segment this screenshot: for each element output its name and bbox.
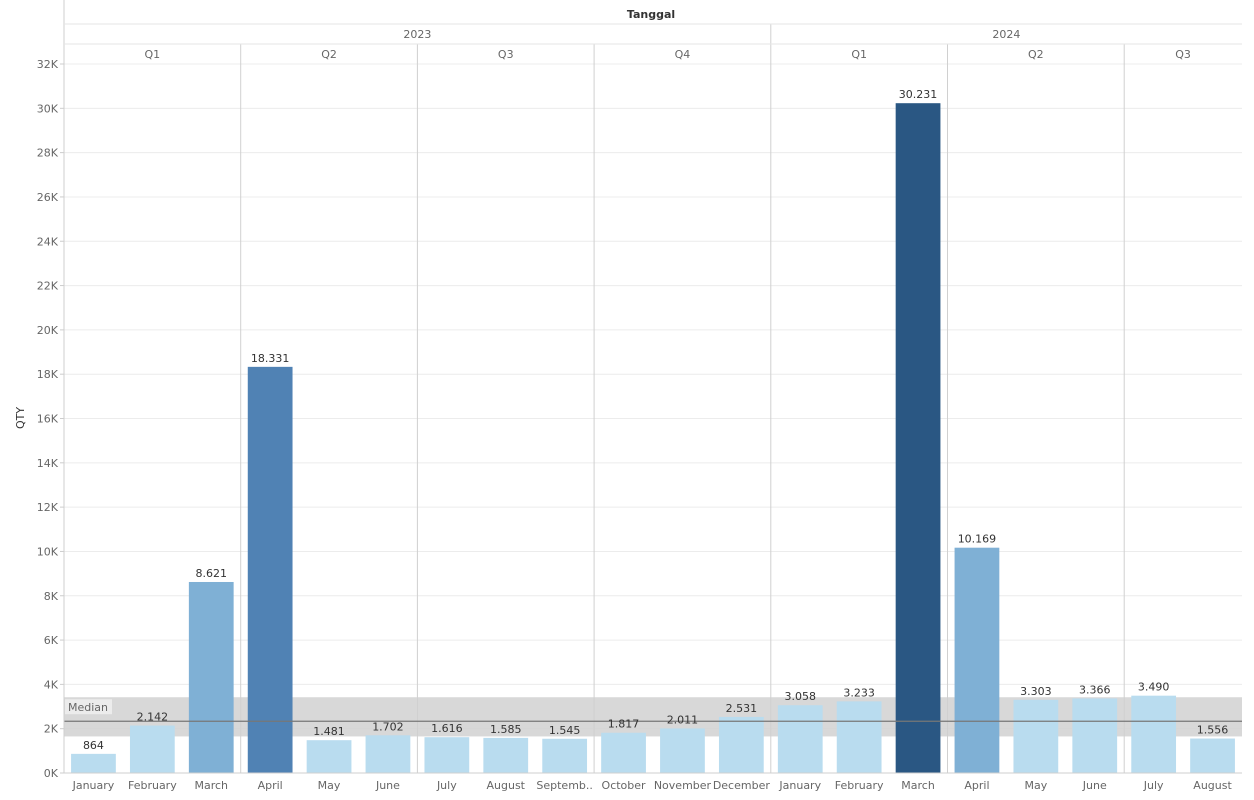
x-tick-label: March: [901, 779, 935, 792]
quarter-label: Q3: [1175, 48, 1191, 61]
data-label: 1.556: [1197, 724, 1229, 737]
year-label: 2024: [992, 28, 1020, 41]
data-label: 2.011: [667, 713, 699, 726]
data-label: 3.303: [1020, 685, 1052, 698]
bar: [601, 732, 646, 773]
bar: [954, 547, 1000, 773]
x-tick-label: November: [654, 779, 712, 792]
data-label: 1.817: [608, 718, 640, 731]
chart-title: Tanggal: [627, 8, 675, 21]
bar: [247, 366, 293, 773]
y-tick-label: 20K: [37, 324, 59, 337]
y-tick-label: 4K: [44, 678, 59, 691]
quarter-label: Q3: [498, 48, 514, 61]
y-tick-label: 12K: [37, 501, 59, 514]
x-tick-label: April: [964, 779, 989, 792]
x-tick-label: February: [835, 779, 884, 792]
year-label: 2023: [403, 28, 431, 41]
data-label: 2.142: [137, 711, 169, 724]
y-tick-label: 8K: [44, 590, 59, 603]
data-label: 1.702: [372, 720, 404, 733]
x-tick-label: May: [1024, 779, 1047, 792]
x-tick-label: Septemb..: [536, 779, 593, 792]
bars: [71, 103, 1235, 774]
median-label-box: [65, 699, 112, 715]
y-tick-label: 10K: [37, 545, 59, 558]
y-tick-label: 18K: [37, 368, 59, 381]
x-tick-label: August: [1193, 779, 1232, 792]
median-label: Median: [68, 701, 108, 714]
y-tick-label: 24K: [37, 235, 59, 248]
x-tick-label: May: [318, 779, 341, 792]
bar: [1190, 738, 1235, 773]
y-tick-label: 14K: [37, 457, 59, 470]
y-tick-label: 30K: [37, 102, 59, 115]
y-tick-label: 0K: [44, 767, 59, 780]
bar: [71, 753, 116, 773]
bar: [895, 103, 941, 774]
quarter-label: Q1: [145, 48, 161, 61]
data-label: 8.621: [196, 567, 228, 580]
median-reference: Median: [64, 699, 1242, 722]
data-label: 30.231: [899, 88, 938, 101]
bar: [306, 740, 352, 773]
data-label: 3.233: [843, 686, 875, 699]
bar: [129, 725, 175, 773]
y-axis-title: QTY: [14, 407, 27, 429]
panel-dividers: [240, 24, 1125, 773]
data-label: 1.545: [549, 724, 581, 737]
y-tick-label: 16K: [37, 413, 59, 426]
data-label: 10.169: [958, 533, 997, 546]
bar: [718, 716, 764, 773]
x-tick-label: March: [194, 779, 228, 792]
column-header: Tanggal 2023 2024 Q1 Q2 Q3 Q4 Q1 Q2 Q3: [64, 8, 1242, 61]
y-tick-label: 26K: [37, 191, 59, 204]
x-tick-label: July: [1143, 779, 1164, 792]
axes: 0K 2K 4K 6K 8K 10K 12K 14K 16K 18K 20K 22K 24K 26K 28K…: [37, 0, 1242, 792]
data-label: 1.616: [431, 722, 463, 735]
data-label: 18.331: [251, 352, 290, 365]
x-tick-label: December: [713, 779, 771, 792]
x-tick-label: January: [72, 779, 115, 792]
x-tick-label: October: [602, 779, 646, 792]
bar: [660, 728, 705, 773]
x-tick-label: July: [436, 779, 457, 792]
y-tick-label: 6K: [44, 634, 59, 647]
quarter-label: Q4: [675, 48, 691, 61]
y-tick-label: 32K: [37, 58, 59, 71]
x-tick-label: June: [375, 779, 400, 792]
data-label: 3.490: [1138, 681, 1170, 694]
bar: [1131, 695, 1177, 773]
data-label: 3.366: [1079, 683, 1111, 696]
bar: [188, 581, 234, 773]
y-tick-label: 22K: [37, 280, 59, 293]
quarter-label: Q2: [321, 48, 337, 61]
bar: [542, 738, 588, 773]
bar: [483, 737, 529, 773]
data-label: 864: [83, 739, 104, 752]
bar: [1072, 698, 1118, 773]
quarter-label: Q2: [1028, 48, 1044, 61]
y-tick-label: 28K: [37, 147, 59, 160]
quarter-label: Q1: [851, 48, 867, 61]
bar: [424, 737, 470, 773]
data-label: 1.481: [313, 725, 345, 738]
data-label: 2.531: [726, 702, 758, 715]
x-tick-label: February: [128, 779, 177, 792]
data-label: 3.058: [785, 690, 817, 703]
x-tick-label: January: [778, 779, 821, 792]
x-tick-label: August: [487, 779, 526, 792]
x-tick-label: June: [1082, 779, 1107, 792]
bar: [365, 735, 411, 773]
bar: [777, 705, 823, 773]
data-label: 1.585: [490, 723, 522, 736]
x-tick-label: April: [258, 779, 283, 792]
y-tick-label: 2K: [44, 723, 59, 736]
bar: [836, 701, 882, 773]
bar: [1013, 699, 1059, 773]
data-labels: 864 2.142 8.621 18.331 1.481 1.702 1.616 1.585 1…: [83, 88, 1228, 752]
